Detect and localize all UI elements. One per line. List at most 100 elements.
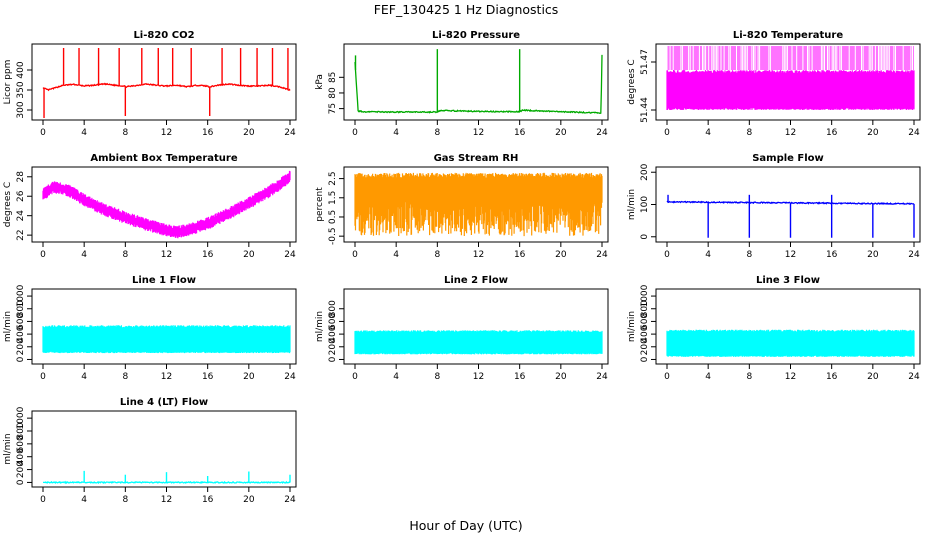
x-tick-label: 20: [555, 128, 567, 138]
x-tick-label: 8: [434, 372, 440, 382]
x-tick-label: 16: [826, 128, 838, 138]
series-band: [666, 329, 915, 357]
x-tick-label: 20: [555, 372, 567, 382]
panel-title: Sample Flow: [752, 153, 824, 164]
x-tick-label: 8: [434, 250, 440, 260]
x-tick-label: 0: [40, 128, 46, 138]
x-tick-label: 16: [202, 495, 214, 505]
y-tick-label: 0: [640, 234, 650, 240]
x-tick-label: 8: [746, 372, 752, 382]
series-marks: [42, 48, 291, 118]
x-tick-label: 8: [122, 128, 128, 138]
x-tick-label: 8: [122, 250, 128, 260]
y-tick-label: 400: [16, 448, 26, 465]
series-marks: [666, 329, 915, 357]
series-band: [666, 70, 915, 110]
panel-title: Line 1 Flow: [132, 275, 196, 286]
series-marks: [666, 46, 915, 110]
y-tick-label: 0: [328, 356, 338, 362]
x-tick-label: 20: [867, 372, 879, 382]
x-tick-label: 12: [785, 128, 796, 138]
y-tick-label: 200: [328, 338, 338, 355]
y-tick-label: 0: [16, 356, 26, 362]
y-tick-label: 26: [16, 190, 26, 202]
x-tick-label: 16: [826, 250, 838, 260]
x-tick-label: 4: [81, 250, 87, 260]
x-tick-label: 24: [596, 250, 608, 260]
x-tick-label: 12: [785, 372, 796, 382]
x-tick-label: 0: [352, 250, 358, 260]
panel-title: Line 3 Flow: [756, 275, 820, 286]
plot-frame: [343, 166, 609, 243]
x-tick-label: 8: [122, 372, 128, 382]
y-tick-label: 28: [16, 171, 26, 183]
x-tick-label: 8: [746, 128, 752, 138]
series-marks: [354, 49, 603, 114]
x-tick-label: 0: [40, 372, 46, 382]
panel-2: Li-820 Temperature 0 4 8 12 16 20 24 51.44 51.47d…: [627, 30, 921, 138]
plot-frame: [343, 43, 609, 121]
y-tick-label: 300: [16, 101, 26, 118]
y-tick-label: 85: [328, 72, 338, 83]
panel-title: Ambient Box Temperature: [90, 153, 237, 164]
plot-frame: [655, 166, 921, 243]
y-tick-label: 2.5: [328, 171, 338, 185]
panel-4: Gas Stream RH 0 4 8 12 16 20 24 -0.5 0.5 1.5 2.5per…: [315, 153, 609, 260]
x-tick-label: 4: [81, 495, 87, 505]
y-tick-label: 400: [16, 325, 26, 342]
y-tick-label: 400: [328, 325, 338, 342]
panel-title: Line 4 (LT) Flow: [120, 397, 208, 408]
x-tick-label: 4: [393, 372, 399, 382]
y-axis-label: ml/min: [627, 311, 637, 342]
panel-title: Li-820 Temperature: [733, 30, 843, 41]
y-tick-label: 22: [16, 229, 26, 240]
plot-frame: [31, 410, 297, 488]
y-tick-label: 1000: [16, 284, 26, 307]
series-line: [354, 54, 603, 114]
y-tick-label: 51.47: [640, 49, 650, 75]
x-tick-label: 12: [473, 250, 484, 260]
x-tick-label: 16: [202, 372, 214, 382]
series-marks: [42, 325, 291, 354]
series-band: [354, 172, 603, 237]
x-tick-label: 12: [161, 128, 172, 138]
y-tick-label: 400: [16, 61, 26, 78]
y-tick-label: 200: [16, 461, 26, 478]
y-axis-label: ml/min: [3, 433, 13, 464]
x-tick-label: 0: [40, 495, 46, 505]
x-tick-label: 8: [122, 495, 128, 505]
plot-frame: [31, 166, 297, 243]
x-tick-label: 4: [81, 128, 87, 138]
x-tick-label: 0: [352, 128, 358, 138]
x-tick-label: 16: [826, 372, 838, 382]
x-tick-label: 16: [514, 372, 526, 382]
plot-frame: [343, 288, 609, 365]
x-tick-label: 24: [284, 495, 296, 505]
y-tick-label: 200: [16, 338, 26, 355]
series-gaps: [666, 46, 913, 70]
series-line: [42, 82, 291, 92]
x-tick-label: 20: [243, 495, 255, 505]
series-upper-band: [667, 46, 914, 70]
y-axis-label: degrees C: [3, 182, 13, 227]
panel-title: Gas Stream RH: [434, 153, 519, 164]
y-tick-label: 600: [640, 313, 650, 330]
y-tick-label: 350: [16, 81, 26, 98]
x-tick-label: 24: [284, 128, 296, 138]
series-marks: [43, 470, 291, 485]
y-tick-label: 1000: [16, 406, 26, 429]
y-axis-label: degrees C: [627, 59, 637, 104]
y-tick-label: 600: [16, 313, 26, 330]
x-tick-label: 12: [161, 372, 172, 382]
y-axis-label: ml/min: [627, 189, 637, 220]
plot-frame: [31, 43, 297, 121]
x-tick-label: 4: [393, 128, 399, 138]
x-tick-label: 12: [161, 250, 172, 260]
y-tick-label: 0: [640, 356, 650, 362]
panel-3: Ambient Box Temperature 0 4 8 12 16 20 24 22 24 26…: [3, 153, 297, 260]
